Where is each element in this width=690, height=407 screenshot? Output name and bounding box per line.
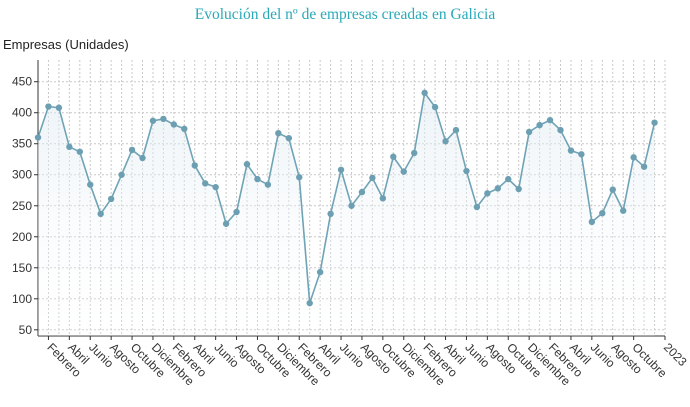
data-point xyxy=(651,119,658,126)
data-point xyxy=(128,146,136,154)
data-point xyxy=(358,188,366,196)
data-point xyxy=(149,117,157,124)
data-point xyxy=(536,121,543,129)
data-point xyxy=(202,180,209,187)
series-markers xyxy=(34,89,658,307)
y-tick-labels: 50 100 150 200 250 300 350 400 450 xyxy=(12,75,32,337)
data-point xyxy=(264,181,272,188)
data-point xyxy=(34,134,42,141)
data-point xyxy=(55,104,63,111)
data-point xyxy=(431,103,439,111)
y-tick-label: 250 xyxy=(12,199,32,213)
data-point xyxy=(285,134,292,142)
data-point xyxy=(316,268,324,276)
data-point xyxy=(243,160,251,168)
data-point xyxy=(557,126,564,134)
data-point xyxy=(160,115,167,123)
y-tick-label: 350 xyxy=(12,137,32,151)
data-point xyxy=(442,138,449,145)
data-point xyxy=(254,175,261,183)
data-point xyxy=(139,154,146,162)
data-point xyxy=(411,149,418,157)
y-tick-label: 50 xyxy=(19,323,33,337)
data-point xyxy=(296,174,303,181)
data-point xyxy=(599,209,606,217)
data-point xyxy=(87,181,94,188)
y-tick-label: 150 xyxy=(12,261,32,275)
data-point xyxy=(45,103,52,110)
y-tick-label: 450 xyxy=(12,75,32,89)
data-point xyxy=(390,153,397,160)
data-point xyxy=(118,171,125,178)
data-point xyxy=(181,125,188,133)
y-tick-label: 100 xyxy=(12,292,32,306)
data-point xyxy=(212,183,219,191)
data-point xyxy=(588,218,596,226)
data-point xyxy=(306,299,313,307)
data-point xyxy=(494,185,501,192)
data-point xyxy=(369,174,376,182)
data-point xyxy=(275,129,282,137)
data-point xyxy=(348,202,355,209)
data-point xyxy=(609,186,616,193)
data-point xyxy=(66,143,73,151)
data-point xyxy=(222,220,230,227)
data-point xyxy=(505,175,512,183)
data-point xyxy=(400,168,407,175)
data-point xyxy=(337,166,345,173)
data-point xyxy=(463,167,470,175)
data-point xyxy=(379,195,387,202)
area-path xyxy=(38,92,655,337)
data-point xyxy=(473,203,481,211)
y-tick-label: 200 xyxy=(12,230,32,244)
data-point xyxy=(525,128,533,136)
data-point xyxy=(484,190,491,197)
area-fill xyxy=(38,92,655,337)
y-tick-label: 300 xyxy=(12,168,32,182)
data-point xyxy=(546,116,554,124)
data-point xyxy=(97,210,104,218)
data-point xyxy=(452,126,460,134)
data-point xyxy=(515,185,522,193)
data-point xyxy=(76,148,84,155)
data-point xyxy=(630,154,637,161)
data-point xyxy=(421,89,428,97)
y-tick-label: 400 xyxy=(12,106,32,120)
y-axis-label: Empresas (Unidades) xyxy=(3,37,129,52)
data-point xyxy=(578,151,585,158)
data-point xyxy=(640,163,648,170)
chart-title: Evolución del nº de empresas creadas en … xyxy=(194,6,496,23)
data-point xyxy=(567,147,575,154)
x-tick-labels: FebreroAbrilJunioAgostoOctubreDiciembreF… xyxy=(44,340,690,388)
data-point xyxy=(620,207,627,214)
data-point xyxy=(327,210,334,218)
data-point xyxy=(107,195,115,203)
data-point xyxy=(170,121,178,128)
data-point xyxy=(233,208,240,216)
data-point xyxy=(191,162,198,169)
